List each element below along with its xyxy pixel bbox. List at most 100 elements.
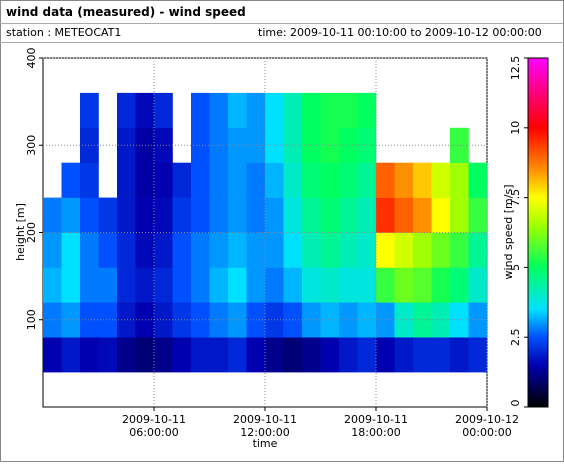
heat-cell	[209, 92, 229, 129]
heat-cell	[357, 232, 377, 268]
heat-cell	[339, 302, 358, 338]
heat-cell	[98, 232, 118, 268]
x-tick-label: 2009-10-11 06:00:00	[122, 413, 186, 439]
heat-cell	[450, 337, 469, 373]
heat-cell	[339, 197, 358, 233]
heat-cell	[135, 232, 155, 268]
heat-cell	[191, 302, 210, 338]
heat-cell	[283, 232, 303, 268]
heat-cell	[135, 267, 155, 303]
heat-cell	[339, 162, 358, 198]
heat-cell	[339, 267, 358, 303]
heat-cell	[80, 337, 99, 373]
x-tick-line: 00:00:00	[462, 426, 511, 439]
heat-cell	[339, 92, 358, 129]
heat-cell	[246, 232, 266, 268]
heat-cell	[228, 232, 247, 268]
heat-cell	[135, 197, 155, 233]
heat-cell	[117, 232, 136, 268]
heat-cell	[135, 337, 155, 373]
heat-cell	[246, 337, 266, 373]
heat-cell	[61, 337, 81, 373]
heat-cell	[80, 127, 99, 163]
heat-cell	[246, 302, 266, 338]
heat-cell	[320, 302, 340, 338]
heat-cell	[43, 337, 62, 373]
heat-cell	[191, 162, 210, 198]
heat-cell	[265, 92, 284, 129]
heat-cell	[450, 267, 469, 303]
heat-cell	[98, 337, 118, 373]
heat-cell	[117, 267, 136, 303]
heat-cell	[394, 162, 414, 198]
heat-cell	[80, 197, 99, 233]
x-tick-line: 2009-10-11	[344, 413, 408, 426]
heat-cell	[172, 232, 192, 268]
x-tick-label: 2009-10-11 12:00:00	[233, 413, 297, 439]
heat-cell	[320, 162, 340, 198]
heat-cell	[172, 267, 192, 303]
heat-cell	[117, 162, 136, 198]
heat-cell	[117, 127, 136, 163]
heat-cell	[265, 162, 284, 198]
heat-cell	[376, 162, 395, 198]
heat-cell	[209, 267, 229, 303]
heat-cell	[228, 197, 247, 233]
heat-cell	[191, 92, 210, 129]
heat-cell	[154, 197, 173, 233]
heat-cell	[431, 302, 451, 338]
heat-cell	[209, 232, 229, 268]
heat-cell	[98, 267, 118, 303]
heat-cell	[431, 197, 451, 233]
heat-cell	[376, 232, 395, 268]
heat-cell	[468, 197, 488, 233]
time-range: time: 2009-10-11 00:10:00 to 2009-10-12 …	[258, 26, 542, 39]
heat-cell	[246, 267, 266, 303]
heat-cell	[61, 232, 81, 268]
heat-cell	[394, 232, 414, 268]
heat-cell	[209, 162, 229, 198]
heat-cell	[191, 232, 210, 268]
heat-cell	[246, 197, 266, 233]
heat-cell	[413, 162, 432, 198]
heat-cell	[302, 92, 321, 129]
heat-cell	[43, 232, 62, 268]
heat-cell	[376, 267, 395, 303]
heat-cell	[357, 92, 377, 129]
heat-cell	[283, 197, 303, 233]
heat-cell	[376, 337, 395, 373]
station: station : METEOCAT1	[6, 26, 121, 39]
heat-cell	[302, 197, 321, 233]
x-tick-label: 2009-10-12 00:00:00	[455, 413, 519, 439]
heat-cell	[431, 232, 451, 268]
heat-cell	[394, 267, 414, 303]
heat-cell	[468, 267, 488, 303]
heat-cell	[394, 197, 414, 233]
heat-cell	[320, 197, 340, 233]
heat-cell	[450, 197, 469, 233]
heat-cell	[191, 197, 210, 233]
heat-cell	[450, 302, 469, 338]
heat-cell	[98, 302, 118, 338]
heat-cell	[209, 197, 229, 233]
heat-cell	[468, 337, 488, 373]
heat-cell	[302, 302, 321, 338]
heat-cell	[320, 267, 340, 303]
y-tick-label: 200	[25, 222, 38, 243]
y-tick-label: 300	[25, 135, 38, 156]
heat-cell	[43, 267, 62, 303]
heat-cell	[209, 337, 229, 373]
heat-cell	[283, 92, 303, 129]
heat-cell	[172, 197, 192, 233]
heat-cell	[357, 267, 377, 303]
heat-cell	[413, 197, 432, 233]
title: wind data (measured) - wind speed	[6, 5, 246, 19]
colorbar-label: wind speed [m/s]	[502, 185, 515, 280]
heat-cell	[320, 127, 340, 163]
heat-cell	[228, 162, 247, 198]
heat-cell	[413, 337, 432, 373]
heat-cell	[431, 162, 451, 198]
heat-cell	[302, 267, 321, 303]
heat-cell	[246, 162, 266, 198]
heat-cell	[154, 92, 173, 129]
